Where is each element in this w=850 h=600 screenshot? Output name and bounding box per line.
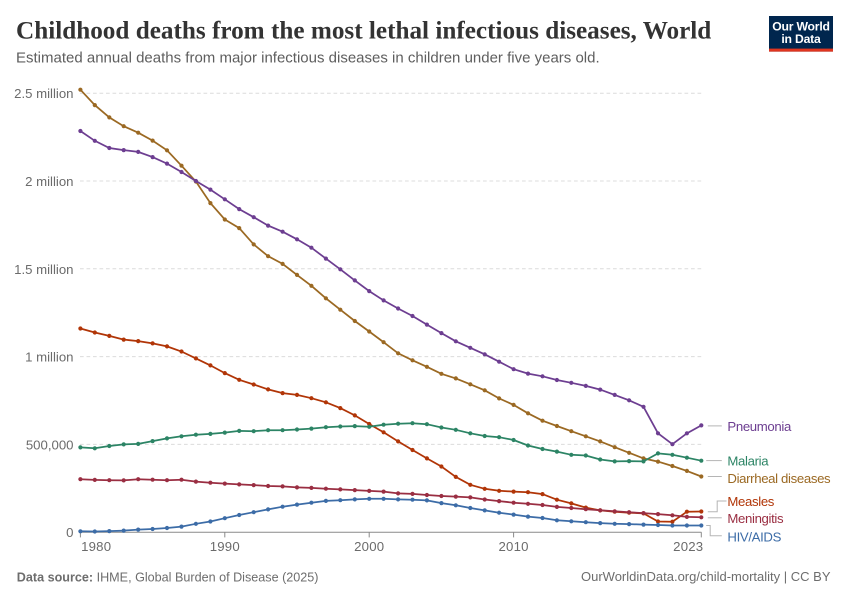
svg-text:1 million: 1 million xyxy=(25,350,73,365)
svg-text:Measles: Measles xyxy=(727,494,774,509)
svg-text:OurWorldinData.org/child-morta: OurWorldinData.org/child-mortality | CC … xyxy=(581,569,831,584)
svg-text:1.5 million: 1.5 million xyxy=(14,262,73,277)
svg-text:2000: 2000 xyxy=(354,539,384,554)
svg-text:2010: 2010 xyxy=(499,539,529,554)
svg-text:Malaria: Malaria xyxy=(727,454,769,469)
svg-text:in Data: in Data xyxy=(781,32,821,46)
svg-text:500,000: 500,000 xyxy=(26,437,74,452)
svg-text:1990: 1990 xyxy=(210,539,240,554)
svg-text:2.5 million: 2.5 million xyxy=(14,86,73,101)
svg-text:Data source: IHME, Global Burd: Data source: IHME, Global Burden of Dise… xyxy=(17,571,319,585)
svg-text:Diarrheal diseases: Diarrheal diseases xyxy=(727,471,831,486)
svg-text:Our World: Our World xyxy=(772,20,830,34)
svg-text:1980: 1980 xyxy=(81,539,111,554)
svg-text:2023: 2023 xyxy=(673,539,703,554)
svg-text:0: 0 xyxy=(66,525,73,540)
svg-text:HIV/AIDS: HIV/AIDS xyxy=(727,529,781,544)
svg-text:Estimated annual deaths from m: Estimated annual deaths from major infec… xyxy=(16,49,600,66)
svg-text:2 million: 2 million xyxy=(25,174,73,189)
svg-text:Pneumonia: Pneumonia xyxy=(727,419,792,434)
svg-text:Childhood deaths from the most: Childhood deaths from the most lethal in… xyxy=(16,18,711,45)
svg-text:Meningitis: Meningitis xyxy=(727,511,784,526)
